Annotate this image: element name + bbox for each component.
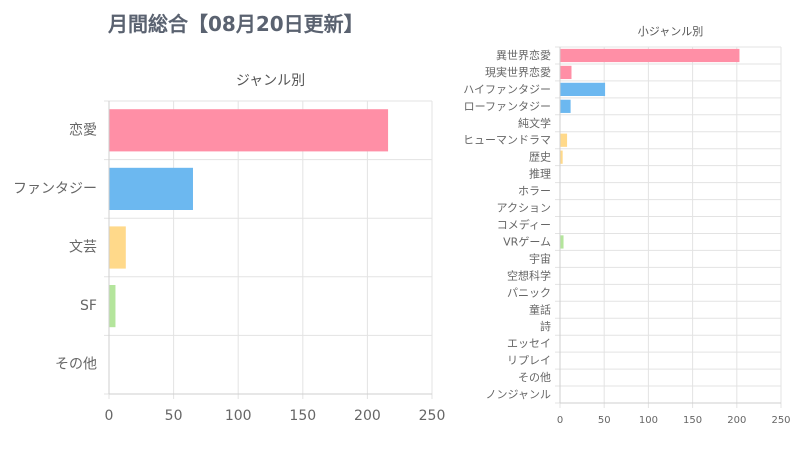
bar-1	[560, 48, 740, 63]
x-tick-label: 200	[354, 408, 381, 424]
category-label: リプレイ	[507, 354, 551, 367]
category-label: ローファンタジー	[464, 100, 551, 113]
category-label: ファンタジー	[13, 181, 97, 197]
x-tick-label: 150	[683, 415, 702, 426]
category-label: 童話	[529, 302, 551, 316]
bar-2	[560, 65, 572, 80]
category-label: その他	[518, 371, 551, 384]
category-label: 文芸	[69, 240, 97, 256]
category-label: 純文学	[518, 116, 551, 130]
category-label: ハイファンタジー	[463, 83, 551, 96]
category-label: アクション	[497, 202, 551, 215]
x-tick-label: 50	[598, 415, 611, 426]
bar-7	[560, 150, 563, 164]
category-label: 異世界恋愛	[496, 48, 551, 62]
chart-title: 小ジャンル別	[638, 25, 703, 38]
category-label: VRゲーム	[503, 235, 551, 248]
category-label: 恋愛	[69, 121, 97, 138]
category-label: 宇宙	[529, 251, 551, 265]
category-label: 歴史	[529, 151, 551, 164]
bar-1	[109, 109, 389, 152]
page-title: 月間総合【08月20日更新】	[108, 12, 364, 36]
category-label: ヒューマンドラマ	[463, 134, 551, 147]
x-tick-label: 0	[105, 408, 114, 424]
bar-3	[109, 226, 126, 269]
category-label: 詩	[540, 320, 551, 333]
category-label: ノンジャンル	[486, 388, 551, 401]
x-tick-label: 200	[727, 415, 746, 426]
bar-6	[560, 133, 568, 147]
category-label: 推理	[529, 167, 551, 181]
bar-2	[109, 167, 193, 210]
x-tick-label: 250	[419, 408, 446, 424]
x-tick-label: 150	[289, 408, 316, 424]
x-tick-label: 100	[225, 408, 252, 424]
bar-3	[560, 82, 606, 96]
category-label: ホラー	[518, 185, 551, 198]
category-label: SF	[80, 298, 97, 314]
x-tick-label: 0	[557, 415, 563, 426]
category-label: 現実世界恋愛	[485, 65, 551, 79]
bar-4	[109, 285, 116, 328]
category-label: その他	[55, 357, 97, 373]
category-label: 空想科学	[507, 268, 551, 282]
category-label: コメディー	[497, 218, 551, 232]
bar-4	[560, 99, 571, 113]
x-tick-label: 100	[639, 415, 658, 426]
category-label: エッセイ	[507, 337, 551, 350]
chart-title: ジャンル別	[236, 73, 305, 89]
bar-12	[560, 235, 564, 249]
category-label: パニック	[507, 286, 551, 299]
x-tick-label: 250	[771, 415, 790, 426]
x-tick-label: 50	[165, 408, 183, 424]
